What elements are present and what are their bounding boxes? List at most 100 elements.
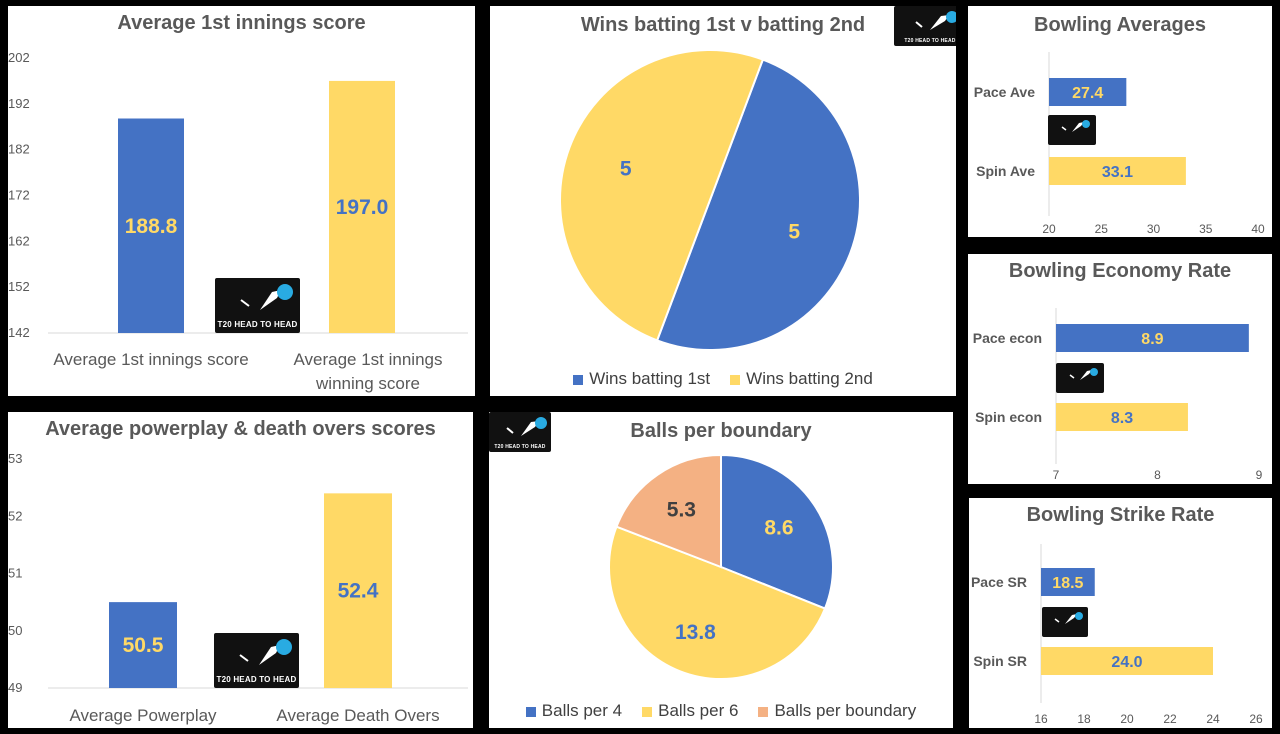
x-tick-label: 35 [1199, 222, 1213, 236]
legend-label: Balls per 6 [658, 701, 739, 720]
chart-legend: Wins batting 1st Wins batting 2nd [490, 369, 956, 389]
y-tick-label: 53 [8, 451, 22, 466]
watermark-logo [1048, 115, 1096, 145]
x-tick-label: 20 [1042, 222, 1056, 236]
powerplay-chart: 49 50 51 52 53 50.5 52.4 Average Powerplay Avera… [8, 451, 468, 725]
cricket-ball-logo-icon [1061, 120, 1090, 132]
bar [1056, 324, 1249, 352]
legend-item: Balls per 6 [642, 701, 738, 721]
bowling-averages-chart: 20 25 30 35 40 27.4 Pace Ave 33.1 Spin Ave [974, 52, 1265, 236]
legend-label: Balls per 4 [541, 701, 623, 720]
data-label: 8.6 [764, 517, 793, 540]
y-tick-label: 182 [8, 142, 30, 157]
x-tick-label: Average Powerplay [69, 706, 217, 725]
y-tick-label: 152 [8, 279, 30, 294]
watermark-text: T20 HEAD TO HEAD [904, 38, 956, 44]
y-tick-label: 192 [8, 96, 30, 111]
legend-swatch [573, 374, 584, 385]
x-tick-label: Average 1st innings winning score [293, 350, 442, 393]
boundary-pie-chart: 8.6 13.8 5.3 [608, 453, 834, 680]
y-tick-label: 50 [8, 623, 22, 638]
x-tick-label: 16 [1034, 712, 1048, 726]
bar [1056, 403, 1188, 431]
legend-swatch [730, 374, 741, 385]
x-tick-label: 26 [1249, 712, 1263, 726]
cricket-ball-logo-icon [1054, 612, 1083, 624]
bowling-economy-chart: 7 8 9 8.9 Pace econ 8.3 Spin econ [973, 308, 1263, 482]
watermark-text: T20 HEAD TO HEAD [494, 444, 546, 450]
y-tick-label: 49 [8, 680, 22, 695]
chart-title: Balls per boundary [630, 420, 812, 442]
bar [1041, 568, 1095, 596]
bar [1041, 647, 1213, 675]
data-label: 5.3 [667, 498, 696, 521]
y-tick-label: 52 [8, 508, 22, 523]
chart-title: Average powerplay & death overs scores [45, 418, 436, 440]
legend-label: Wins batting 1st [589, 369, 711, 388]
watermark-logo [1056, 363, 1104, 393]
cricket-ball-logo-icon [506, 417, 547, 436]
bar [329, 80, 395, 334]
y-tick-label: 202 [8, 50, 30, 65]
bowling-strike-rate-panel: Bowling Strike Rate 16 18 20 22 24 26 18.5 Pace… [969, 498, 1272, 728]
x-tick-label: 24 [1206, 712, 1220, 726]
data-label: 13.8 [675, 621, 716, 644]
x-tick-label: 9 [1256, 468, 1263, 482]
chart-title: Bowling Economy Rate [1008, 260, 1232, 282]
x-tick-label: 40 [1251, 222, 1265, 236]
bar [324, 493, 392, 688]
y-tick-label: 51 [8, 566, 22, 581]
legend-item: Wins batting 2nd [730, 369, 873, 389]
bowling-strike-rate-chart: 16 18 20 22 24 26 18.5 Pace SR 24.0 Spin SR [971, 544, 1263, 726]
y-tick-label: Spin Ave [976, 163, 1035, 179]
watermark-text: T20 HEAD TO HEAD [216, 675, 297, 684]
watermark-logo: T20 HEAD TO HEAD [214, 633, 299, 688]
data-label: 5 [620, 157, 632, 180]
chart-title: Average 1st innings score [117, 12, 366, 34]
data-label: 27.4 [1072, 85, 1103, 102]
bar [1049, 157, 1186, 185]
y-tick-label: Pace econ [973, 330, 1042, 346]
x-tick-label: 22 [1163, 712, 1177, 726]
x-tick-label: Average Death Overs [276, 706, 439, 725]
data-label: 52.4 [338, 580, 379, 603]
y-tick-label: Spin econ [975, 409, 1042, 425]
chart-title: Wins batting 1st v batting 2nd [580, 14, 866, 36]
data-label: 18.5 [1052, 575, 1083, 592]
cricket-ball-logo-icon [240, 284, 293, 310]
pie-slice [655, 58, 861, 351]
legend-item: Balls per boundary [758, 701, 916, 721]
powerplay-panel: Average powerplay & death overs scores 4… [8, 412, 473, 728]
data-label: 8.3 [1111, 410, 1133, 427]
y-tick-label: Pace Ave [974, 84, 1035, 100]
bar [1049, 78, 1127, 106]
data-label: 197.0 [336, 196, 389, 219]
pie-slice [615, 453, 722, 569]
cricket-ball-logo-icon [915, 11, 956, 30]
y-tick-label: 142 [8, 325, 30, 340]
bar [109, 602, 177, 688]
x-tick-label: 20 [1120, 712, 1134, 726]
data-label: 33.1 [1102, 164, 1133, 181]
y-tick-label: 172 [8, 188, 30, 203]
x-tick-label: 30 [1147, 222, 1161, 236]
y-tick-label: Spin SR [973, 653, 1027, 669]
pie-slice [720, 453, 834, 610]
data-label: 188.8 [125, 215, 178, 238]
wins-pie-chart: 55 [559, 49, 861, 351]
legend-swatch [525, 706, 536, 717]
x-tick-label: 7 [1053, 468, 1060, 482]
watermark-text: T20 HEAD TO HEAD [217, 320, 298, 329]
bar [118, 118, 184, 333]
chart-legend: Balls per 4 Balls per 6 Balls per boundary [489, 701, 953, 721]
y-tick-label: Pace SR [971, 574, 1027, 590]
watermark-logo: T20 HEAD TO HEAD [489, 412, 551, 452]
data-label: 24.0 [1111, 654, 1142, 671]
legend-swatch [642, 706, 653, 717]
legend-label: Wins batting 2nd [746, 369, 873, 388]
y-tick-label: 162 [8, 233, 30, 248]
boundary-panel: Balls per boundary 8.6 13.8 5.3 Balls per … [489, 412, 953, 728]
bowling-economy-panel: Bowling Economy Rate 7 8 9 8.9 Pace econ 8.3 S… [968, 254, 1272, 484]
chart-title: Bowling Strike Rate [1026, 504, 1215, 526]
